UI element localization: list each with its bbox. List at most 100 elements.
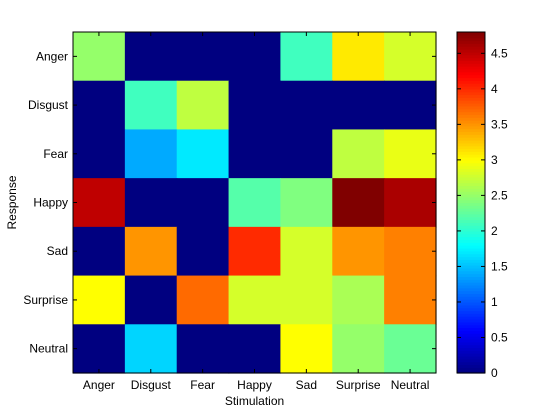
colorbar-segment <box>457 125 485 130</box>
colorbar-segment <box>457 293 485 297</box>
colorbar-segment <box>457 228 485 232</box>
colorbar-segment <box>457 182 485 187</box>
colorbar-segment <box>457 267 485 272</box>
colorbar-segment <box>457 148 485 152</box>
heatmap-cell-neutral-fear <box>176 324 230 374</box>
colorbar-segment <box>457 196 485 201</box>
colorbar-segment <box>457 85 485 90</box>
heatmap-cell-fear-surprise <box>332 129 385 179</box>
x-tick-label-fear: Fear <box>190 378 215 392</box>
heatmap-cell-sad-fear <box>176 226 230 277</box>
colorbar-segment <box>457 111 485 116</box>
heatmap-cell-surprise-surprise <box>332 275 385 325</box>
heatmap-cell-anger-sad <box>280 32 333 82</box>
heatmap-cell-disgust-disgust <box>124 80 178 131</box>
y-axis-label: Response <box>5 175 19 229</box>
colorbar-segment <box>457 284 485 289</box>
colorbar-segment <box>457 367 485 371</box>
heatmap-cell-anger-fear <box>176 32 230 82</box>
colorbar-segment <box>457 154 485 158</box>
heatmap-cell-fear-anger <box>73 129 126 179</box>
colorbar-segment <box>457 225 485 229</box>
y-tick-label-fear: Fear <box>43 147 68 161</box>
colorbar-segment <box>457 262 485 266</box>
colorbar-segment <box>457 91 485 96</box>
y-tick-label-sad: Sad <box>47 244 68 258</box>
colorbar-segment <box>457 168 485 172</box>
colorbar-segment <box>457 310 485 314</box>
colorbar-segment <box>457 316 485 320</box>
y-tick-label-disgust: Disgust <box>28 98 69 112</box>
colorbar-segment <box>457 51 485 56</box>
colorbar-segment <box>457 157 485 161</box>
colorbar-segment <box>457 185 485 189</box>
colorbar-segment <box>457 301 485 306</box>
colorbar-segment <box>457 165 485 169</box>
heatmap-cell-surprise-disgust <box>124 275 178 325</box>
colorbar-segment <box>457 94 485 98</box>
colorbar-segment <box>457 74 485 79</box>
heatmap-cell-surprise-neutral <box>384 275 437 325</box>
heatmap-cell-disgust-surprise <box>332 80 385 131</box>
colorbar-segment <box>457 273 485 277</box>
colorbar-segment <box>457 57 485 62</box>
colorbar-segment <box>457 341 485 346</box>
colorbar-segment <box>457 97 485 101</box>
colorbar-tick-label: 0.5 <box>491 330 508 344</box>
colorbar-segment <box>457 370 485 374</box>
colorbar-segment <box>457 43 485 47</box>
y-tick-label-neutral: Neutral <box>29 342 68 356</box>
colorbar-segment <box>457 296 485 300</box>
colorbar-segment <box>457 77 485 81</box>
heatmap-cell-anger-neutral <box>384 32 437 82</box>
heatmap-cell-surprise-anger <box>73 275 126 325</box>
colorbar-segment <box>457 313 485 317</box>
heatmap-cell-neutral-surprise <box>332 324 385 374</box>
heatmap-cell-anger-anger <box>73 32 126 82</box>
heatmap-cell-anger-surprise <box>332 32 385 82</box>
colorbar-segment <box>457 199 485 204</box>
colorbar-tick-label: 3.5 <box>491 117 508 131</box>
colorbar-segment <box>457 34 485 39</box>
heatmap-cell-sad-sad <box>280 226 333 277</box>
colorbar-segment <box>457 139 485 144</box>
heatmap-cell-happy-anger <box>73 178 126 228</box>
colorbar-segment <box>457 120 485 124</box>
colorbar-segment <box>457 100 485 104</box>
heatmap-cell-sad-disgust <box>124 226 178 277</box>
colorbar-segment <box>457 216 485 221</box>
heatmap-cell-disgust-happy <box>228 80 282 131</box>
colorbar-segment <box>457 330 485 334</box>
heatmap-cell-fear-happy <box>228 129 282 179</box>
colorbar-segment <box>457 151 485 155</box>
colorbar-segment <box>457 131 485 135</box>
heatmap-cell-disgust-sad <box>280 80 333 131</box>
colorbar-segment <box>457 208 485 212</box>
colorbar-segment <box>457 88 485 93</box>
colorbar-segment <box>457 279 485 283</box>
heatmap-cell-neutral-anger <box>73 324 126 374</box>
heatmap-cell-happy-fear <box>176 178 230 228</box>
colorbar-segment <box>457 80 485 84</box>
colorbar-segment <box>457 179 485 184</box>
colorbar-segment <box>457 128 485 133</box>
colorbar-segment <box>457 336 485 340</box>
colorbar-segment <box>457 68 485 73</box>
colorbar-segment <box>457 319 485 323</box>
colorbar-segment <box>457 230 485 235</box>
colorbar-segment <box>457 137 485 141</box>
heatmap-cell-neutral-happy <box>228 324 282 374</box>
colorbar-segment <box>457 37 485 42</box>
colorbar-segment <box>457 290 485 295</box>
x-tick-label-sad: Sad <box>296 378 317 392</box>
heatmap-cell-disgust-neutral <box>384 80 437 131</box>
heatmap-cell-sad-neutral <box>384 226 437 277</box>
colorbar-segment <box>457 213 485 218</box>
colorbar-segment <box>457 259 485 263</box>
colorbar-segment <box>457 193 485 198</box>
heatmap-cell-fear-neutral <box>384 129 437 179</box>
heatmap-cell-surprise-sad <box>280 275 333 325</box>
colorbar-segment <box>457 270 485 275</box>
colorbar-segment <box>457 66 485 70</box>
colorbar-segment <box>457 63 485 67</box>
